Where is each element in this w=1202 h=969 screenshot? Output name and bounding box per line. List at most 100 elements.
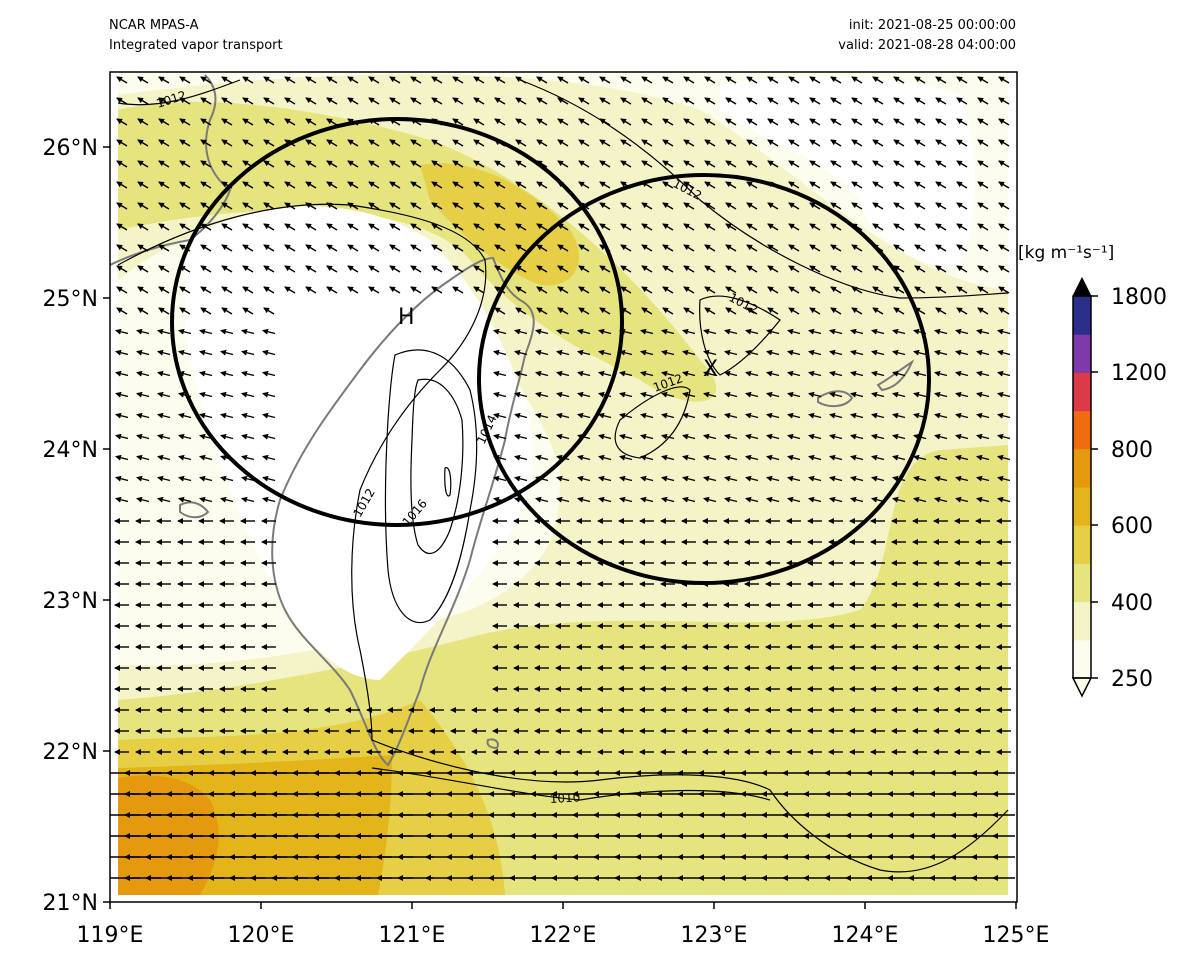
wind-arrow (410, 139, 422, 147)
ivt-band-400 (118, 101, 717, 402)
y-tick-label: 26°N (43, 136, 98, 161)
wind-arrow (598, 412, 612, 419)
wind-arrow (788, 181, 800, 189)
wind-arrow (220, 496, 234, 503)
wind-arrow (473, 202, 485, 210)
wind-arrow (662, 97, 674, 105)
wind-arrow (872, 97, 884, 105)
wind-arrow (746, 97, 758, 105)
wind-arrow (703, 454, 717, 461)
wind-arrow (179, 202, 191, 210)
wind-arrow (641, 307, 653, 315)
wind-arrow (914, 181, 926, 189)
wind-arrow (830, 202, 842, 210)
wind-arrow (997, 412, 1011, 419)
wind-arrow (682, 412, 696, 419)
wind-arrow (872, 181, 884, 189)
wind-arrow (682, 433, 696, 440)
wind-arrow (871, 433, 885, 440)
wind-arrow (788, 223, 800, 231)
wind-arrow (641, 265, 653, 273)
wind-arrow (662, 265, 674, 273)
wind-arrow (116, 76, 128, 84)
wind-arrow (725, 139, 737, 147)
wind-arrow (977, 160, 989, 168)
wind-arrow (641, 97, 653, 105)
wind-arrow (998, 223, 1010, 231)
wind-arrow (598, 475, 612, 482)
wind-arrow (599, 160, 611, 168)
wind-arrow (997, 496, 1011, 503)
wind-arrow (851, 139, 863, 147)
wind-arrow (829, 433, 843, 440)
wind-arrow (767, 244, 779, 252)
wind-arrow (263, 76, 275, 84)
wind-arrow (683, 139, 695, 147)
wind-arrow (284, 118, 296, 126)
wind-arrow (535, 349, 549, 356)
wind-arrow (662, 160, 674, 168)
wind-arrow (347, 181, 359, 189)
wind-arrow (851, 97, 863, 105)
wind-arrow (137, 139, 149, 147)
wind-arrow (767, 139, 779, 147)
wind-arrow (262, 391, 276, 398)
wind-arrow (493, 475, 507, 482)
wind-arrow (115, 454, 129, 461)
wind-arrow (389, 160, 401, 168)
wind-arrow (473, 286, 485, 294)
y-tick-label: 21°N (43, 891, 98, 916)
wind-arrow (263, 265, 275, 273)
isobar-label: 1010 (549, 790, 580, 806)
wind-arrow (977, 286, 989, 294)
wind-arrow (598, 349, 612, 356)
wind-arrow (661, 412, 675, 419)
wind-arrow (892, 349, 906, 356)
wind-arrow (577, 496, 591, 503)
wind-arrow (220, 349, 234, 356)
wind-arrow (766, 412, 780, 419)
wind-arrow (473, 97, 485, 105)
wind-arrow (703, 328, 717, 335)
wind-arrow (934, 475, 948, 482)
wind-arrow (599, 76, 611, 84)
wind-arrow (766, 454, 780, 461)
wind-arrow (955, 496, 969, 503)
colorbar-segment (1073, 410, 1091, 450)
wind-arrow (788, 307, 800, 315)
wind-arrow (976, 391, 990, 398)
wind-arrow (662, 139, 674, 147)
wind-arrow (494, 97, 506, 105)
wind-arrow (116, 181, 128, 189)
wind-arrow (977, 118, 989, 126)
wind-arrow (977, 265, 989, 273)
wind-arrow (955, 454, 969, 461)
wind-arrow (137, 97, 149, 105)
wind-arrow (871, 328, 885, 335)
wind-arrow (263, 160, 275, 168)
wind-arrow (955, 391, 969, 398)
wind-arrow (284, 223, 296, 231)
wind-arrow (703, 433, 717, 440)
wind-arrow (830, 286, 842, 294)
wind-arrow (809, 223, 821, 231)
wind-arrow (305, 202, 317, 210)
wind-arrow (368, 223, 380, 231)
wind-arrow (934, 496, 948, 503)
wind-arrow (116, 202, 128, 210)
wind-arrow (620, 223, 632, 231)
wind-arrow (640, 391, 654, 398)
wind-arrow (157, 496, 171, 503)
wind-arrow (116, 307, 128, 315)
wind-arrow (473, 139, 485, 147)
wind-arrow (389, 265, 401, 273)
colorbar-tick-label: 250 (1111, 667, 1153, 692)
wind-arrow (809, 139, 821, 147)
wind-arrow (935, 223, 947, 231)
wind-arrow (808, 412, 822, 419)
wind-arrow (242, 76, 254, 84)
wind-arrow (745, 454, 759, 461)
wind-arrow (620, 76, 632, 84)
wind-arrow (955, 475, 969, 482)
wind-arrow (326, 244, 338, 252)
